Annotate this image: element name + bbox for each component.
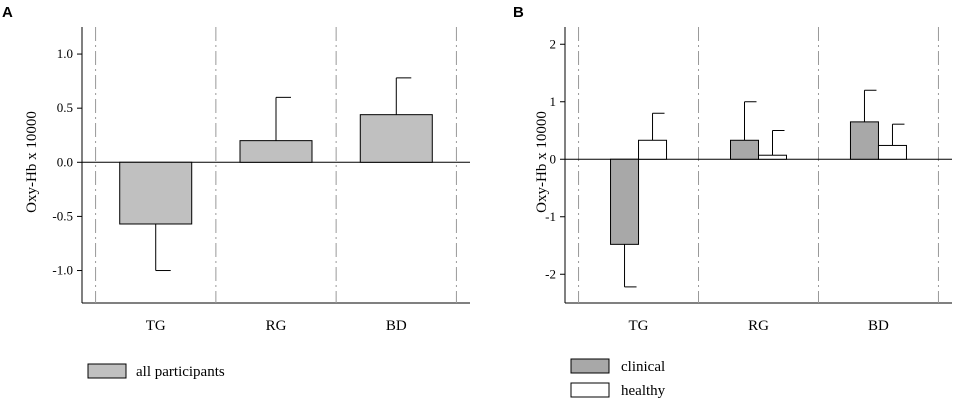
panel-a-legend: all participants [87, 363, 225, 380]
panel-a-bar-all-participants-rg [239, 140, 313, 163]
panel-a-letter: A [2, 4, 13, 21]
panel-a-y-axis-title: Oxy-Hb x 10000 [24, 111, 40, 213]
panel-b-y-axis-title: Oxy-Hb x 10000 [534, 111, 550, 213]
panel-b-x-category-label-rg: RG [748, 318, 769, 334]
panel-b-bar-healthy-bd [877, 144, 907, 160]
panel-a-bar-all-participants-bd [359, 114, 433, 163]
panel-b-x-category-label-bd: BD [868, 318, 889, 334]
panel-a-x-category-label-tg: TG [146, 318, 166, 334]
panel-b-legend: clinical healthy [570, 358, 666, 399]
panel-b-letter: B [513, 4, 524, 21]
panel-b-y-tick-label-1: -1 [545, 209, 556, 224]
panel-b-plot-area: -2 -1 0 1 2 TG RG BD [545, 27, 952, 334]
panel-a-plot-area: -1.0 -0.5 0.0 0.5 1.0 TG RG BD [52, 27, 470, 334]
panel-b-y-tick-label-4: 2 [550, 36, 557, 51]
panel-a-y-tick-label-0: -1.0 [52, 263, 73, 278]
panel-a-x-category-label-rg: RG [266, 318, 287, 334]
legend-swatch-healthy [570, 382, 610, 398]
panel-a-y-tick-label-1: -0.5 [52, 208, 73, 223]
legend-label-healthy: healthy [621, 383, 666, 399]
panel-b-bar-clinical-tg [610, 158, 640, 245]
panel-a-x-category-label-bd: BD [386, 318, 407, 334]
panel-b-bar-clinical-rg [730, 139, 759, 160]
legend-swatch-clinical [570, 358, 610, 374]
panel-b-y-tick-label-2: 0 [550, 151, 557, 166]
legend-label-all-participants: all participants [136, 364, 225, 380]
panel-a-bar-all-participants-tg [119, 161, 193, 225]
panel-b-y-tick-label-3: 1 [550, 94, 557, 109]
panel-b-bar-healthy-rg [758, 154, 787, 160]
legend-label-clinical: clinical [621, 359, 665, 375]
panel-a-y-tick-label-2: 0.0 [57, 154, 73, 169]
panel-a-y-tick-label-4: 1.0 [57, 46, 73, 61]
panel-b-bar-clinical-bd [849, 121, 879, 160]
panel-a: A Oxy-Hb x 10000 -1.0 -0.5 0.0 0.5 1.0 TG RG BD… [2, 4, 470, 380]
panel-b-y-tick-label-0: -2 [545, 266, 556, 281]
panel-a-y-tick-label-3: 0.5 [57, 100, 73, 115]
panel-b-x-category-label-tg: TG [629, 318, 649, 334]
panel-b-bar-healthy-tg [638, 139, 668, 160]
panel-b: B Oxy-Hb x 10000 -2 -1 0 1 2 TG RG BD clinical … [513, 4, 952, 399]
legend-swatch-all-participants [87, 363, 127, 379]
